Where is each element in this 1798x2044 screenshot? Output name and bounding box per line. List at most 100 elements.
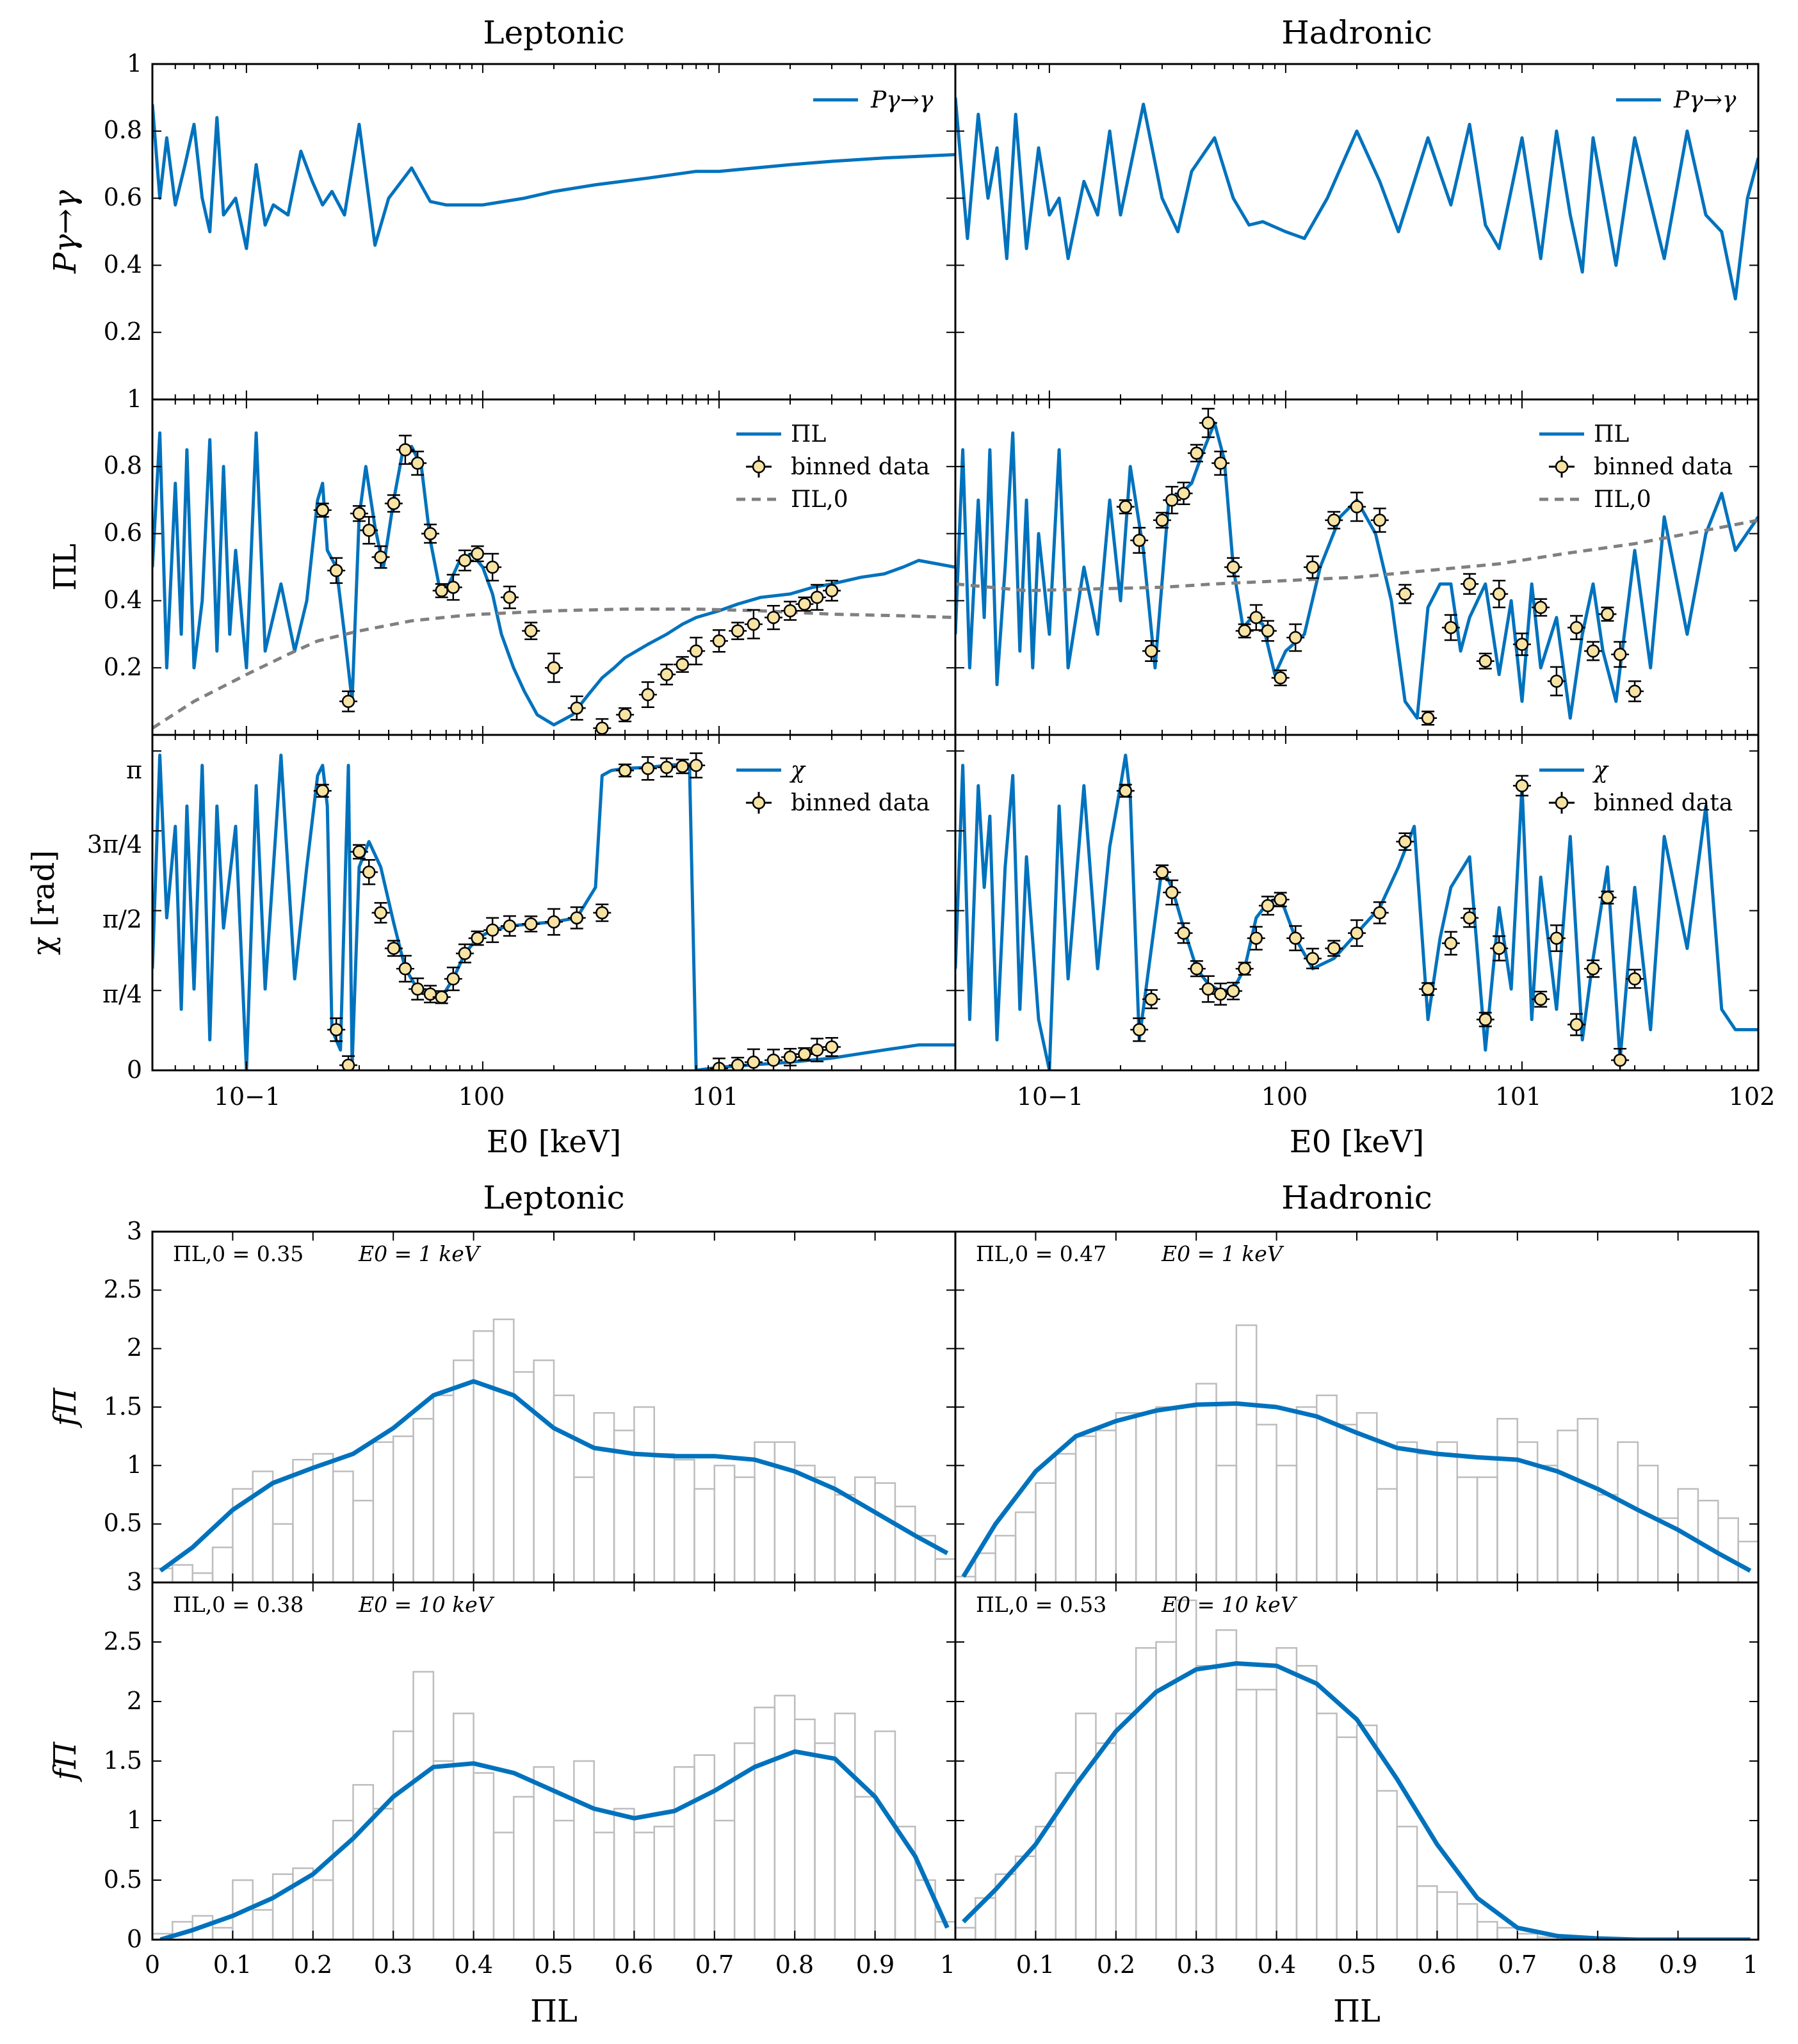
histogram-bar bbox=[834, 1493, 856, 1582]
data-point bbox=[1187, 444, 1206, 463]
data-point bbox=[673, 656, 692, 673]
data-point bbox=[1153, 864, 1171, 880]
data-point bbox=[658, 757, 676, 778]
data-point bbox=[1611, 641, 1630, 668]
histogram-bar bbox=[1396, 1441, 1418, 1582]
data-marker bbox=[618, 708, 632, 721]
histogram-bar bbox=[533, 1359, 555, 1582]
data-marker bbox=[676, 657, 690, 672]
legend-label: ΠL bbox=[1594, 421, 1629, 447]
data-point bbox=[638, 756, 657, 781]
annotation-energy: E0 = 10 keV bbox=[1161, 1592, 1298, 1617]
histogram-bar bbox=[1336, 1736, 1358, 1940]
data-marker bbox=[1144, 992, 1158, 1006]
data-marker bbox=[1350, 500, 1364, 513]
histogram-bar bbox=[412, 1671, 435, 1940]
data-marker bbox=[731, 1058, 745, 1070]
tick-label: 3 bbox=[127, 1217, 142, 1245]
data-point bbox=[339, 690, 358, 712]
y-ticks-pdf-lower: 3 2.5 2 1.5 1 0.5 0 bbox=[104, 1568, 142, 1953]
histogram-bar bbox=[1215, 1629, 1238, 1940]
tick-label: 1 bbox=[940, 1951, 955, 1979]
data-point bbox=[1258, 896, 1277, 916]
histogram-bar bbox=[1295, 1406, 1318, 1582]
y-label-pdf-upper: fΠ bbox=[47, 1387, 83, 1428]
data-marker bbox=[810, 590, 824, 604]
tick-label: 0.5 bbox=[104, 1509, 142, 1537]
data-marker bbox=[1586, 644, 1600, 658]
tick-label: 0.2 bbox=[104, 653, 142, 681]
tick-label: 0.5 bbox=[535, 1951, 573, 1979]
histogram-bar bbox=[211, 1546, 234, 1582]
histogram-bar bbox=[693, 1488, 716, 1582]
histogram-bar bbox=[1014, 1855, 1037, 1940]
data-marker bbox=[524, 624, 538, 638]
histogram-bar bbox=[1336, 1424, 1358, 1582]
data-point bbox=[421, 523, 440, 544]
tick-label: 0 bbox=[145, 1951, 160, 1979]
histogram-bar bbox=[473, 1772, 495, 1940]
histogram-bar bbox=[492, 1831, 515, 1940]
data-point bbox=[638, 681, 657, 709]
data-marker bbox=[423, 987, 437, 1001]
data-marker bbox=[471, 931, 484, 945]
data-marker bbox=[1288, 931, 1302, 945]
histogram-bar bbox=[1456, 1476, 1478, 1582]
data-point bbox=[687, 752, 706, 778]
histogram-bar bbox=[1596, 1493, 1619, 1582]
tick-label: 0.6 bbox=[104, 183, 142, 211]
tick-label: 1 bbox=[127, 1451, 142, 1479]
data-marker bbox=[1444, 937, 1458, 950]
data-marker bbox=[316, 784, 330, 798]
data-point bbox=[1174, 922, 1193, 944]
data-marker bbox=[547, 661, 561, 675]
data-marker bbox=[676, 759, 690, 773]
histogram-bar bbox=[432, 1760, 455, 1940]
data-point bbox=[1303, 555, 1322, 579]
histogram-bar bbox=[1155, 1406, 1178, 1582]
data-point bbox=[1598, 890, 1617, 905]
histogram-bar bbox=[292, 1458, 314, 1582]
tick-label: 0.9 bbox=[856, 1951, 895, 1979]
tick-label: 0.5 bbox=[104, 1865, 142, 1894]
histogram-bar bbox=[773, 1441, 796, 1582]
data-marker bbox=[1238, 624, 1251, 638]
data-marker bbox=[1444, 621, 1458, 634]
tick-label: 0 bbox=[127, 1925, 142, 1953]
data-point bbox=[1396, 832, 1414, 851]
data-marker bbox=[398, 962, 412, 976]
histogram-bar bbox=[1476, 1920, 1498, 1940]
tick-label: 0.1 bbox=[213, 1951, 252, 1979]
data-marker bbox=[387, 497, 401, 510]
data-marker bbox=[1155, 865, 1169, 879]
data-point bbox=[522, 622, 540, 640]
histogram-bar bbox=[673, 1766, 695, 1940]
data-point bbox=[1325, 511, 1343, 529]
data-point bbox=[1224, 557, 1243, 577]
tick-label: 0.6 bbox=[1418, 1951, 1456, 1979]
data-marker bbox=[618, 764, 632, 777]
title-top-hadronic: Hadronic bbox=[1281, 14, 1432, 51]
legend-marker-swatch bbox=[752, 460, 766, 474]
data-marker bbox=[1534, 992, 1548, 1006]
data-marker bbox=[471, 547, 484, 561]
histogram-bar bbox=[793, 1465, 816, 1582]
tick-label: 0.3 bbox=[374, 1951, 412, 1979]
histogram-bar bbox=[352, 1783, 375, 1940]
tick-label: 1.5 bbox=[104, 1746, 142, 1774]
data-point bbox=[781, 1048, 800, 1066]
data-marker bbox=[1515, 638, 1529, 651]
data-marker bbox=[1613, 647, 1627, 661]
histogram-bar bbox=[271, 1873, 294, 1940]
y-ticks-polarization: 1 0.8 0.6 0.4 0.2 bbox=[104, 385, 142, 681]
histogram-bar bbox=[1295, 1664, 1318, 1940]
data-marker bbox=[798, 597, 811, 611]
y-ticks-angle: π 3π/4 π/2 π/4 0 bbox=[87, 756, 142, 1084]
data-point bbox=[1512, 775, 1531, 797]
data-point bbox=[1142, 989, 1161, 1010]
data-point bbox=[360, 516, 378, 545]
panel-pdf-hadronic-1kev bbox=[954, 1230, 1760, 1584]
data-marker bbox=[1190, 962, 1204, 976]
tick-label: 0.8 bbox=[104, 451, 142, 479]
histogram-bar bbox=[874, 1730, 896, 1940]
